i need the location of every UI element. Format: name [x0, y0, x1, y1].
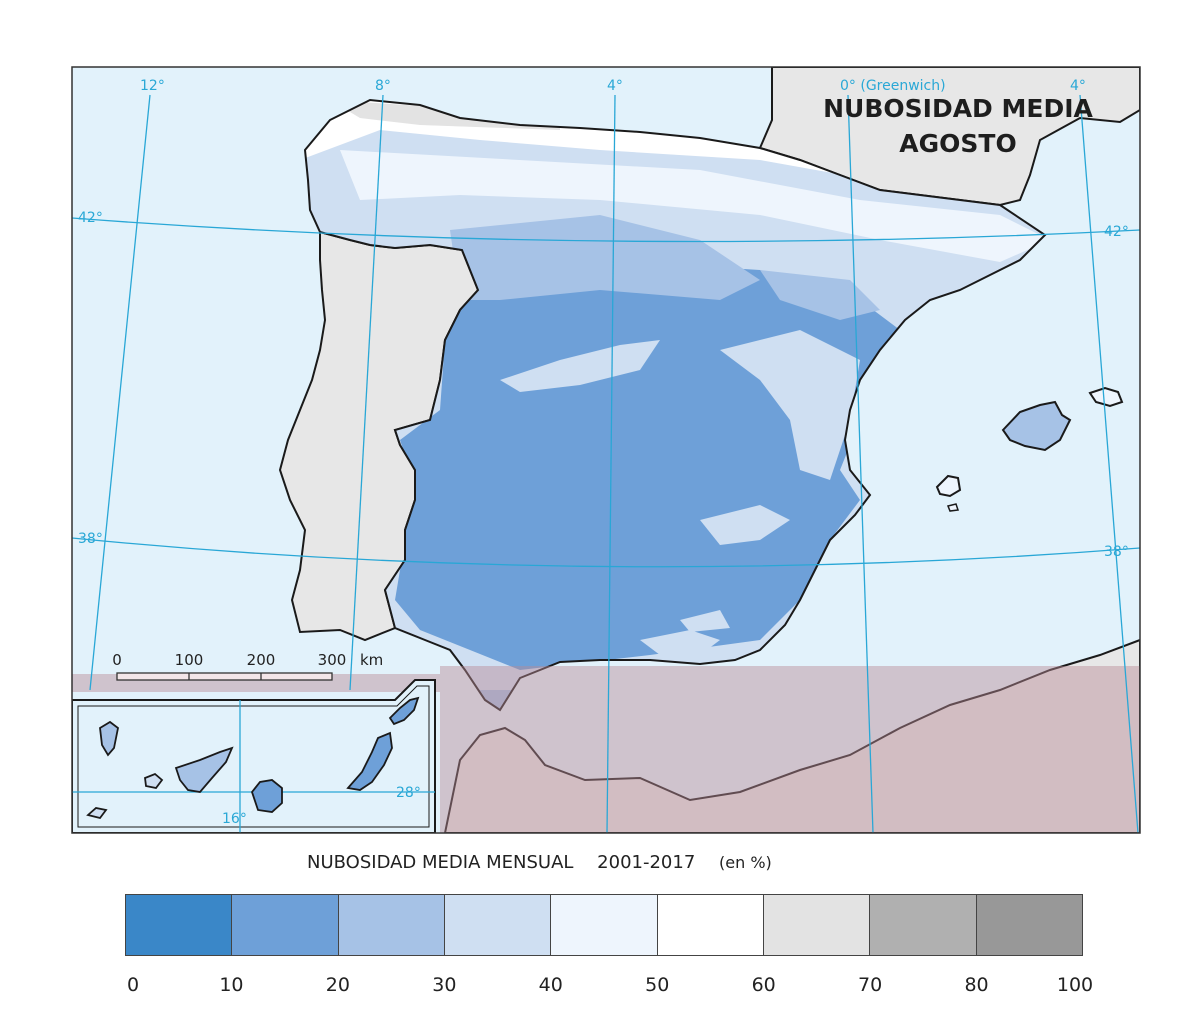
meridian-label-4w: 4°	[607, 78, 623, 94]
legend-tick-label: 30	[432, 974, 457, 996]
legend-swatch-7	[870, 895, 977, 955]
ibiza-island	[935, 474, 962, 498]
legend-tick-label: 0	[126, 974, 140, 996]
legend-swatch-6	[763, 895, 871, 955]
legend-tick-label: 10	[219, 974, 244, 996]
meridian-label-12w: 12°	[140, 78, 165, 94]
legend-tick-label: 80	[964, 974, 989, 996]
africa-overlay	[440, 666, 1140, 833]
legend-swatch-3	[444, 895, 552, 955]
el-hierro-island	[86, 807, 108, 820]
tenerife-island	[174, 746, 234, 793]
scale-tick-200: 200	[247, 651, 276, 669]
legend-period: 2001-2017	[597, 852, 696, 873]
parallel-label-38-left: 38°	[78, 531, 103, 547]
parallel-label-38-right: 38°	[1104, 544, 1129, 560]
canary-meridian-label: 16°	[222, 811, 247, 827]
spain-coastline	[303, 98, 1047, 712]
legend-title-text: NUBOSIDAD MEDIA MENSUAL	[307, 852, 574, 873]
lanzarote-island	[388, 696, 420, 726]
meridian-label-4e: 4°	[1070, 78, 1086, 94]
legend-title: NUBOSIDAD MEDIA MENSUAL 2001-2017 (en %)	[307, 852, 790, 873]
legend-tick-label: 100	[1056, 974, 1094, 996]
canary-parallel-label: 28°	[396, 785, 421, 801]
gran-canaria-island	[250, 779, 283, 813]
scale-tick-300: 300	[318, 651, 347, 669]
legend-tick-label: 70	[858, 974, 883, 996]
parallel-label-42-left: 42°	[78, 210, 103, 226]
legend-swatch-1	[232, 895, 339, 955]
legend-swatch-4	[551, 895, 658, 955]
legend-tick-label: 40	[538, 974, 563, 996]
legend-swatch-5	[657, 895, 764, 955]
canary-inset-frame	[72, 679, 436, 833]
la-palma-island	[99, 720, 119, 757]
meridian-label-8w: 8°	[375, 78, 391, 94]
scale-unit: km	[360, 651, 383, 669]
map-frame	[71, 66, 1141, 834]
mallorca-island	[1001, 400, 1072, 452]
legend-tick-label: 60	[751, 974, 776, 996]
parallel-label-42-right: 42°	[1104, 224, 1129, 240]
meridian-label-greenwich: 0° (Greenwich)	[840, 78, 946, 94]
canary-islands	[86, 696, 420, 820]
formentera-island	[946, 503, 960, 512]
la-gomera-island	[144, 772, 164, 789]
legend-swatch-0	[126, 895, 233, 955]
legend-unit: (en %)	[719, 853, 772, 872]
legend-swatch-2	[338, 895, 445, 955]
scale-tick-0: 0	[112, 651, 122, 669]
fuerteventura-island	[346, 731, 393, 791]
map-title-line1: NUBOSIDAD MEDIA	[823, 94, 1093, 123]
legend-swatch-8	[976, 895, 1082, 955]
africa-land	[443, 638, 1140, 833]
scale-tick-100: 100	[175, 651, 204, 669]
legend-tick-label: 20	[325, 974, 350, 996]
legend-tick-label: 50	[645, 974, 670, 996]
graticule	[72, 94, 1140, 833]
scale-bar: 0 100 200 300 km	[112, 651, 383, 681]
menorca-island	[1088, 386, 1124, 408]
legend-color-scale	[125, 894, 1083, 956]
map-title-line2: AGOSTO	[899, 129, 1016, 158]
